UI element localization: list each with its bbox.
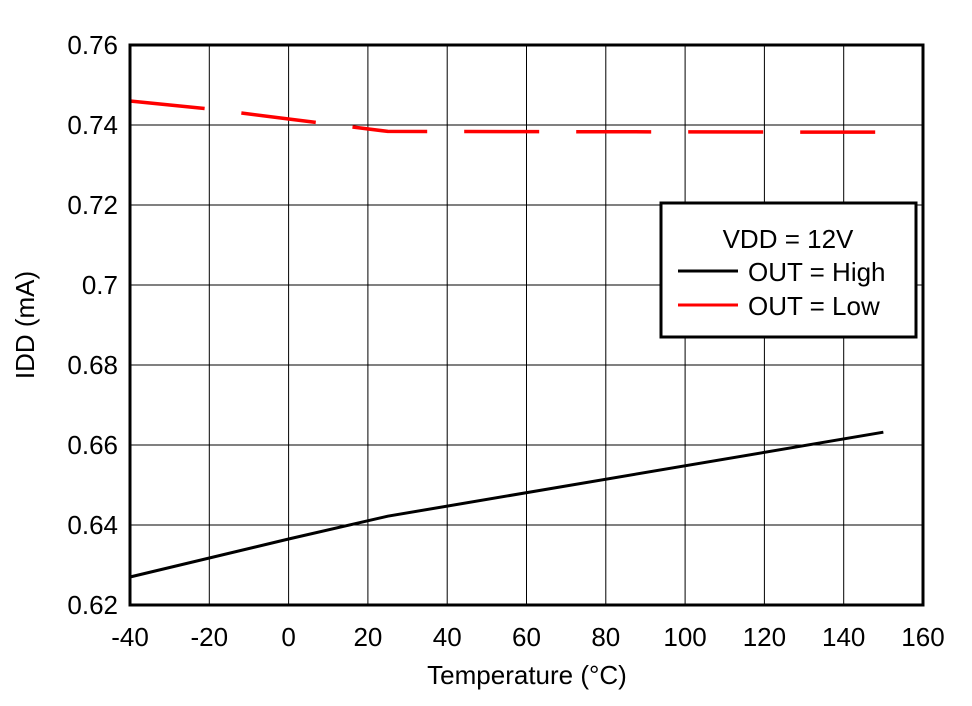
y-tick-label: 0.68: [67, 350, 118, 380]
legend: VDD = 12V OUT = High OUT = Low: [659, 201, 918, 339]
plot-frame: [128, 43, 925, 607]
x-tick-label: 120: [743, 622, 786, 652]
x-tick-label: -40: [111, 622, 149, 652]
series-group: [129, 99, 884, 579]
y-tick-label: 0.64: [67, 510, 118, 540]
series-line-out-low: [129, 99, 884, 134]
y-tick-labels: 0.62 0.64 0.66 0.68 0.7 0.72 0.74 0.76: [67, 30, 118, 620]
x-tick-label: -20: [191, 622, 229, 652]
legend-label-low: OUT = Low: [748, 291, 880, 321]
x-tick-label: 0: [281, 622, 295, 652]
y-tick-label: 0.74: [67, 110, 118, 140]
y-tick-label: 0.76: [67, 30, 118, 60]
y-tick-label: 0.72: [67, 190, 118, 220]
series-line-out-high: [129, 430, 884, 579]
legend-label-high: OUT = High: [748, 257, 886, 287]
x-tick-label: 160: [901, 622, 944, 652]
x-tick-label: 20: [353, 622, 382, 652]
y-tick-label: 0.7: [82, 270, 118, 300]
x-tick-label: 80: [591, 622, 620, 652]
x-axis-label: Temperature (°C): [427, 660, 627, 690]
x-tick-label: 60: [512, 622, 541, 652]
x-tick-label: 100: [663, 622, 706, 652]
x-tick-label: 40: [433, 622, 462, 652]
x-tick-label: 140: [822, 622, 865, 652]
x-tick-labels: -40 -20 0 20 40 60 80 100 120 140 160: [111, 622, 944, 652]
y-tick-label: 0.62: [67, 590, 118, 620]
y-axis-label: IDD (mA): [10, 271, 40, 379]
legend-title: VDD = 12V: [723, 224, 854, 254]
y-tick-label: 0.66: [67, 430, 118, 460]
